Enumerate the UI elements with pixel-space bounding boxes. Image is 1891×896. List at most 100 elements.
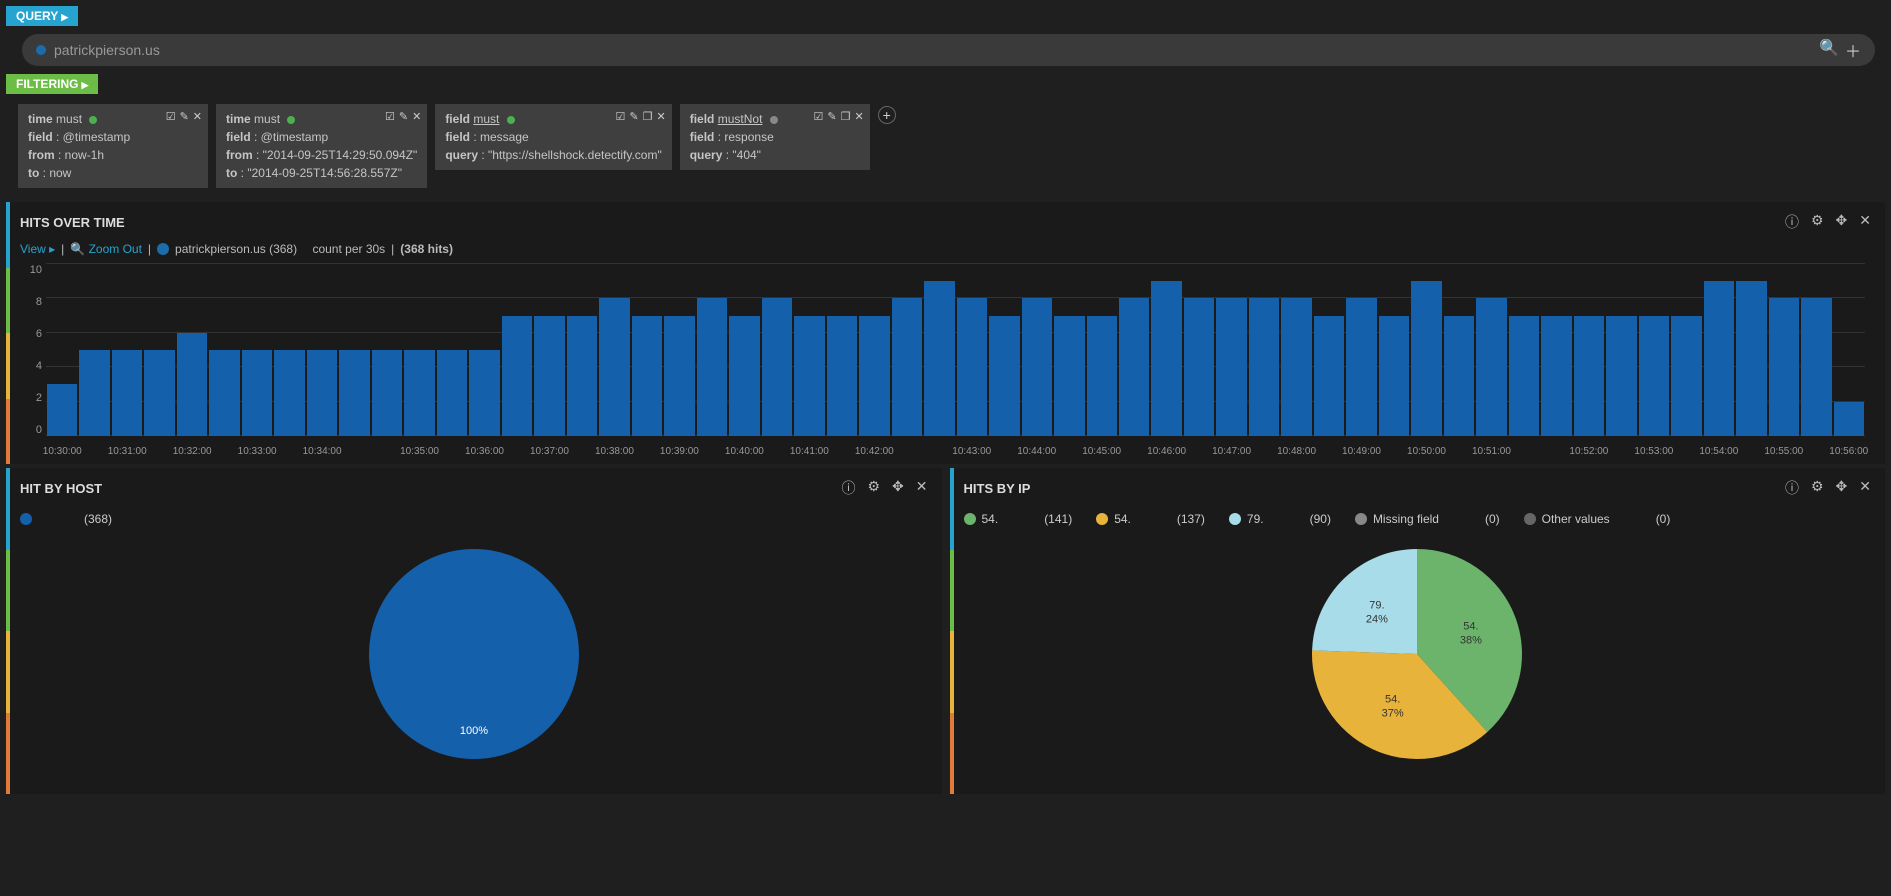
bar[interactable] — [372, 350, 402, 436]
bar[interactable] — [437, 350, 467, 436]
bar[interactable] — [1411, 281, 1441, 436]
info-icon[interactable]: ⓘ — [1785, 478, 1799, 498]
bar[interactable] — [1379, 316, 1409, 436]
bar[interactable] — [1476, 298, 1506, 436]
bar[interactable] — [1671, 316, 1701, 436]
bar[interactable] — [1314, 316, 1344, 436]
bar[interactable] — [144, 350, 174, 436]
bar[interactable] — [1444, 316, 1474, 436]
bar[interactable] — [729, 316, 759, 436]
bar[interactable] — [924, 281, 954, 436]
bar[interactable] — [1249, 298, 1279, 436]
legend-item[interactable]: (368) — [20, 512, 112, 526]
legend-item[interactable]: 54.(137) — [1096, 512, 1205, 526]
bar[interactable] — [1769, 298, 1799, 436]
search-icon[interactable]: 🔍 — [1819, 38, 1839, 62]
bar[interactable] — [1184, 298, 1214, 436]
bar[interactable] — [1801, 298, 1831, 436]
bar[interactable] — [1606, 316, 1636, 436]
add-filter-button[interactable]: + — [878, 106, 896, 124]
filter-box[interactable]: ☑✎❐✕field mustNot field : responsequery … — [680, 104, 870, 170]
bar[interactable] — [1736, 281, 1766, 436]
query-tab[interactable]: QUERY▶ — [6, 6, 78, 26]
close-icon[interactable]: ✕ — [412, 108, 421, 126]
bar[interactable] — [599, 298, 629, 436]
check-icon[interactable]: ☑ — [814, 108, 824, 126]
sq-icon[interactable]: ❐ — [643, 108, 653, 126]
bar[interactable] — [47, 384, 77, 436]
bar[interactable] — [1509, 316, 1539, 436]
bar[interactable] — [1346, 298, 1376, 436]
gear-icon[interactable]: ⚙ — [1811, 478, 1824, 498]
bar[interactable] — [242, 350, 272, 436]
bar[interactable] — [567, 316, 597, 436]
edit-icon[interactable]: ✎ — [629, 108, 638, 126]
bar[interactable] — [794, 316, 824, 436]
gear-icon[interactable]: ⚙ — [1811, 212, 1824, 232]
close-icon[interactable]: ✕ — [656, 108, 665, 126]
bar[interactable] — [469, 350, 499, 436]
filter-box[interactable]: ☑✎✕time must field : @timestampfrom : "2… — [216, 104, 427, 188]
bar[interactable] — [1151, 281, 1181, 436]
bar[interactable] — [1281, 298, 1311, 436]
gear-icon[interactable]: ⚙ — [867, 478, 880, 498]
bar[interactable] — [632, 316, 662, 436]
bar[interactable] — [892, 298, 922, 436]
edit-icon[interactable]: ✎ — [180, 108, 189, 126]
check-icon[interactable]: ☑ — [385, 108, 395, 126]
bar[interactable] — [209, 350, 239, 436]
filter-box[interactable]: ☑✎❐✕field must field : messagequery : "h… — [435, 104, 671, 170]
move-icon[interactable]: ✥ — [1836, 212, 1848, 232]
bar[interactable] — [1119, 298, 1149, 436]
bar[interactable] — [1704, 281, 1734, 436]
search-input[interactable] — [54, 42, 1819, 58]
bar[interactable] — [1087, 316, 1117, 436]
legend-item[interactable]: 54.(141) — [964, 512, 1073, 526]
close-icon[interactable]: ✕ — [193, 108, 202, 126]
bar[interactable] — [79, 350, 109, 436]
view-link[interactable]: View ▸ — [20, 242, 55, 256]
bar[interactable] — [1639, 316, 1669, 436]
check-icon[interactable]: ☑ — [166, 108, 176, 126]
close-icon[interactable]: ✕ — [1859, 212, 1871, 232]
bar[interactable] — [502, 316, 532, 436]
bar[interactable] — [1216, 298, 1246, 436]
bar[interactable] — [1022, 298, 1052, 436]
bar[interactable] — [957, 298, 987, 436]
close-icon[interactable]: ✕ — [1859, 478, 1871, 498]
info-icon[interactable]: ⓘ — [1785, 212, 1799, 232]
bar[interactable] — [697, 298, 727, 436]
close-icon[interactable]: ✕ — [854, 108, 863, 126]
bar[interactable] — [1834, 402, 1864, 436]
bar[interactable] — [534, 316, 564, 436]
bar[interactable] — [339, 350, 369, 436]
add-icon[interactable]: ＋ — [1845, 38, 1861, 62]
filter-box[interactable]: ☑✎✕time must field : @timestampfrom : no… — [18, 104, 208, 188]
move-icon[interactable]: ✥ — [1836, 478, 1848, 498]
info-icon[interactable]: ⓘ — [841, 478, 855, 498]
bar[interactable] — [827, 316, 857, 436]
bar[interactable] — [664, 316, 694, 436]
bar[interactable] — [762, 298, 792, 436]
bar[interactable] — [404, 350, 434, 436]
bar[interactable] — [1054, 316, 1084, 436]
legend-item[interactable]: Other values(0) — [1524, 512, 1671, 526]
close-icon[interactable]: ✕ — [916, 478, 928, 498]
bar[interactable] — [112, 350, 142, 436]
bar[interactable] — [1574, 316, 1604, 436]
edit-icon[interactable]: ✎ — [399, 108, 408, 126]
legend-item[interactable]: 79.(90) — [1229, 512, 1331, 526]
bar[interactable] — [177, 333, 207, 436]
zoom-out-link[interactable]: 🔍 Zoom Out — [70, 242, 142, 256]
bar[interactable] — [1541, 316, 1571, 436]
bar[interactable] — [307, 350, 337, 436]
bar[interactable] — [859, 316, 889, 436]
legend-item[interactable]: Missing field(0) — [1355, 512, 1500, 526]
check-icon[interactable]: ☑ — [616, 108, 626, 126]
filtering-tab[interactable]: FILTERING▶ — [6, 74, 98, 94]
sq-icon[interactable]: ❐ — [841, 108, 851, 126]
edit-icon[interactable]: ✎ — [827, 108, 836, 126]
bar[interactable] — [274, 350, 304, 436]
bar[interactable] — [989, 316, 1019, 436]
move-icon[interactable]: ✥ — [892, 478, 904, 498]
